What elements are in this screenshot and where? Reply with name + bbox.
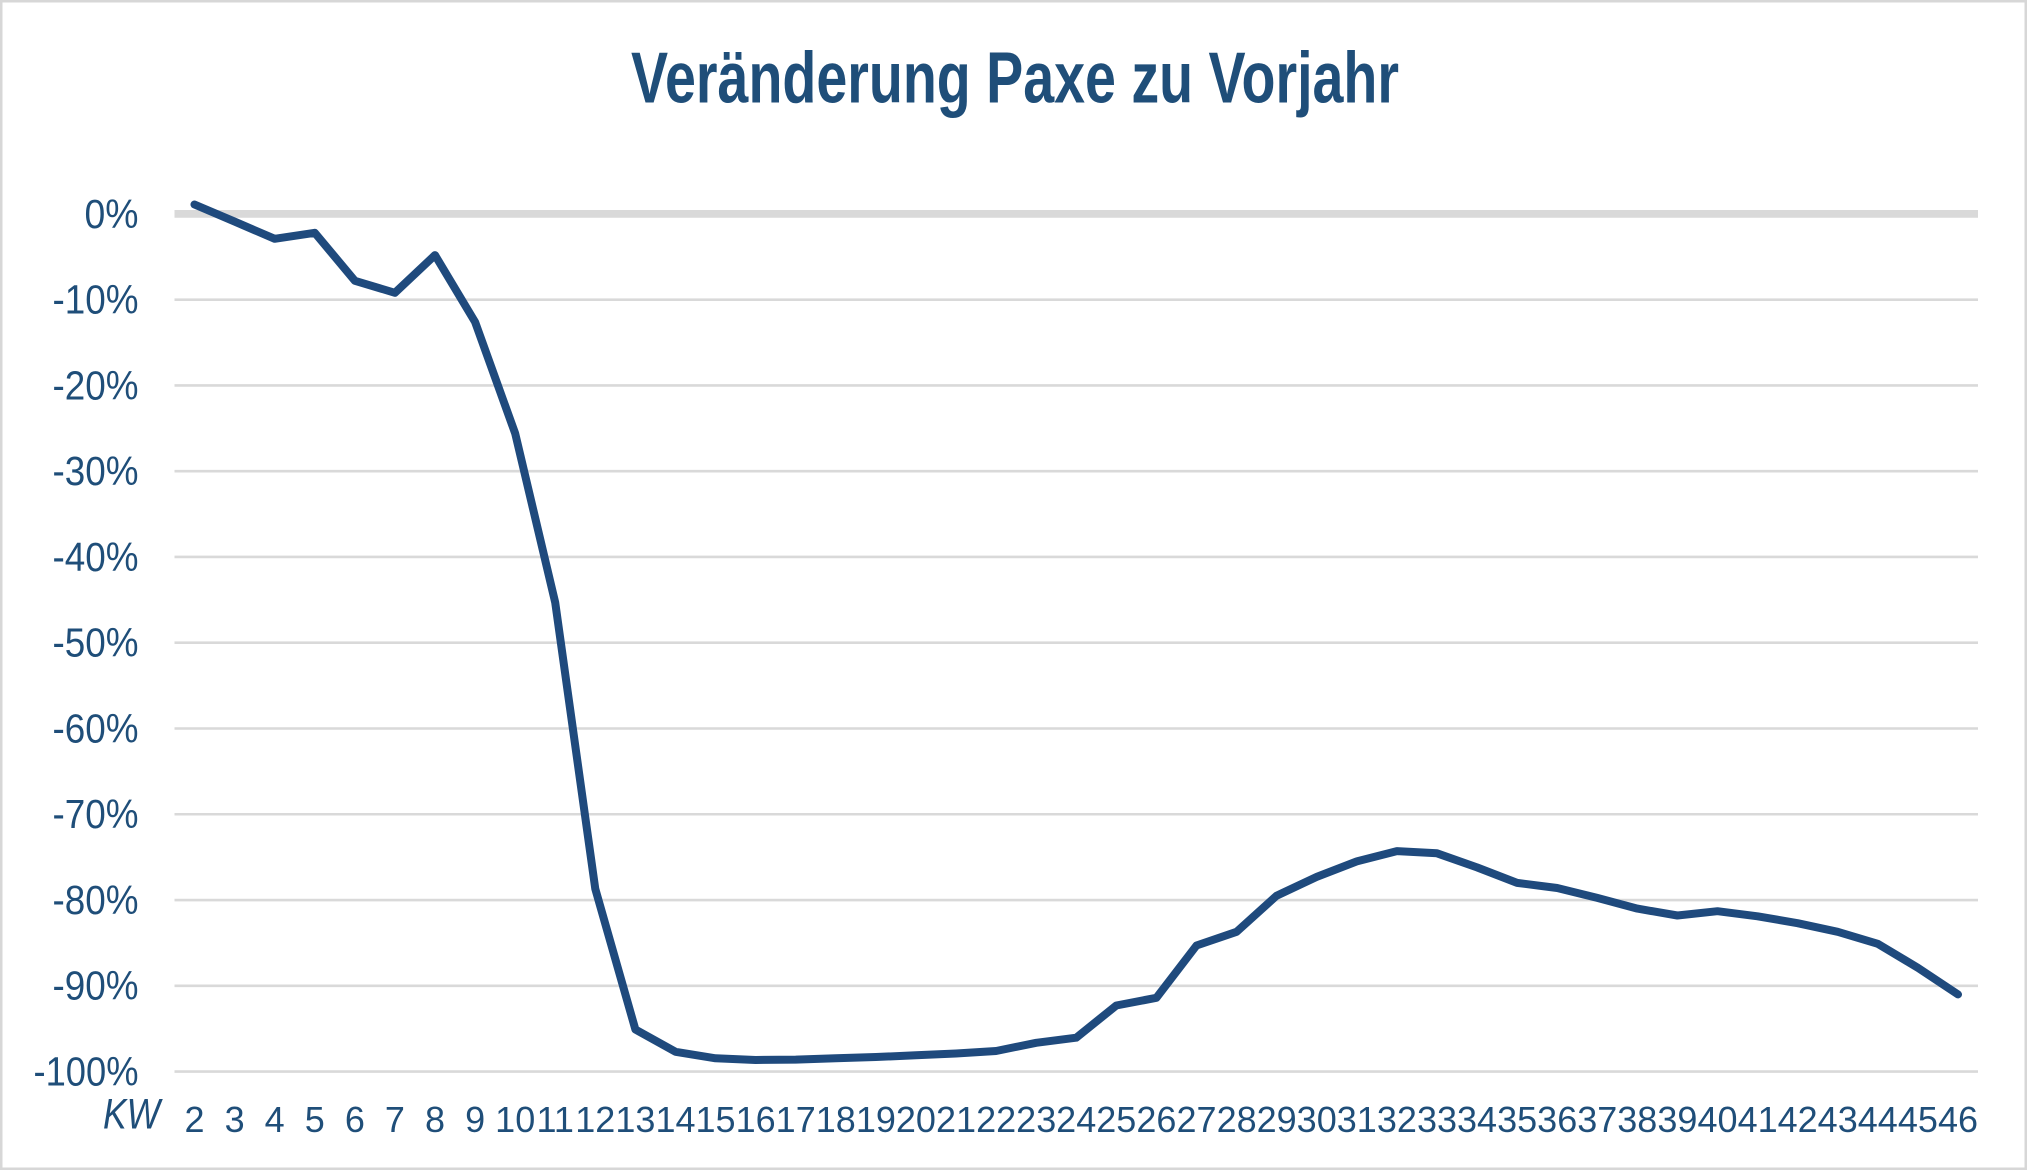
svg-text:9: 9 [465, 1099, 485, 1140]
svg-text:2: 2 [184, 1099, 204, 1140]
svg-text:32: 32 [1377, 1099, 1417, 1140]
svg-text:16: 16 [736, 1099, 776, 1140]
svg-text:39: 39 [1657, 1099, 1697, 1140]
svg-text:-50%: -50% [53, 620, 139, 666]
svg-text:-90%: -90% [53, 963, 139, 1009]
svg-text:-10%: -10% [53, 277, 139, 323]
svg-text:41: 41 [1738, 1099, 1778, 1140]
svg-text:22: 22 [976, 1099, 1016, 1140]
svg-text:3: 3 [225, 1099, 245, 1140]
svg-text:19: 19 [856, 1099, 896, 1140]
svg-text:34: 34 [1457, 1099, 1497, 1140]
svg-text:28: 28 [1217, 1099, 1257, 1140]
svg-text:KW: KW [103, 1092, 163, 1139]
svg-text:43: 43 [1818, 1099, 1858, 1140]
svg-text:6: 6 [345, 1099, 365, 1140]
svg-text:-80%: -80% [53, 877, 139, 923]
svg-text:13: 13 [615, 1099, 655, 1140]
svg-text:18: 18 [816, 1099, 856, 1140]
svg-text:46: 46 [1938, 1099, 1978, 1140]
svg-text:45: 45 [1898, 1099, 1938, 1140]
svg-text:26: 26 [1136, 1099, 1176, 1140]
svg-text:17: 17 [776, 1099, 816, 1140]
svg-text:7: 7 [385, 1099, 405, 1140]
svg-text:36: 36 [1537, 1099, 1577, 1140]
svg-text:-30%: -30% [53, 448, 139, 494]
svg-text:-60%: -60% [53, 705, 139, 751]
svg-text:42: 42 [1778, 1099, 1818, 1140]
svg-text:40: 40 [1697, 1099, 1737, 1140]
svg-text:-100%: -100% [34, 1049, 139, 1095]
svg-text:27: 27 [1176, 1099, 1216, 1140]
svg-text:10: 10 [495, 1099, 535, 1140]
svg-text:-20%: -20% [53, 362, 139, 408]
svg-text:44: 44 [1858, 1099, 1898, 1140]
svg-text:12: 12 [575, 1099, 615, 1140]
svg-text:Veränderung Paxe zu Vorjahr: Veränderung Paxe zu Vorjahr [631, 39, 1399, 119]
svg-text:29: 29 [1257, 1099, 1297, 1140]
svg-text:-70%: -70% [53, 791, 139, 837]
svg-text:20: 20 [896, 1099, 936, 1140]
svg-text:24: 24 [1056, 1099, 1096, 1140]
svg-text:14: 14 [655, 1099, 695, 1140]
svg-text:0%: 0% [85, 191, 139, 237]
svg-text:11: 11 [537, 1099, 574, 1140]
svg-text:35: 35 [1497, 1099, 1537, 1140]
svg-text:31: 31 [1337, 1099, 1377, 1140]
svg-text:5: 5 [305, 1099, 325, 1140]
svg-text:38: 38 [1617, 1099, 1657, 1140]
svg-text:15: 15 [695, 1099, 735, 1140]
svg-text:37: 37 [1577, 1099, 1617, 1140]
svg-text:4: 4 [265, 1099, 285, 1140]
svg-text:21: 21 [936, 1099, 976, 1140]
svg-text:30: 30 [1297, 1099, 1337, 1140]
svg-text:8: 8 [425, 1099, 445, 1140]
svg-text:33: 33 [1417, 1099, 1457, 1140]
svg-text:23: 23 [1016, 1099, 1056, 1140]
svg-text:25: 25 [1096, 1099, 1136, 1140]
svg-text:-40%: -40% [53, 534, 139, 580]
